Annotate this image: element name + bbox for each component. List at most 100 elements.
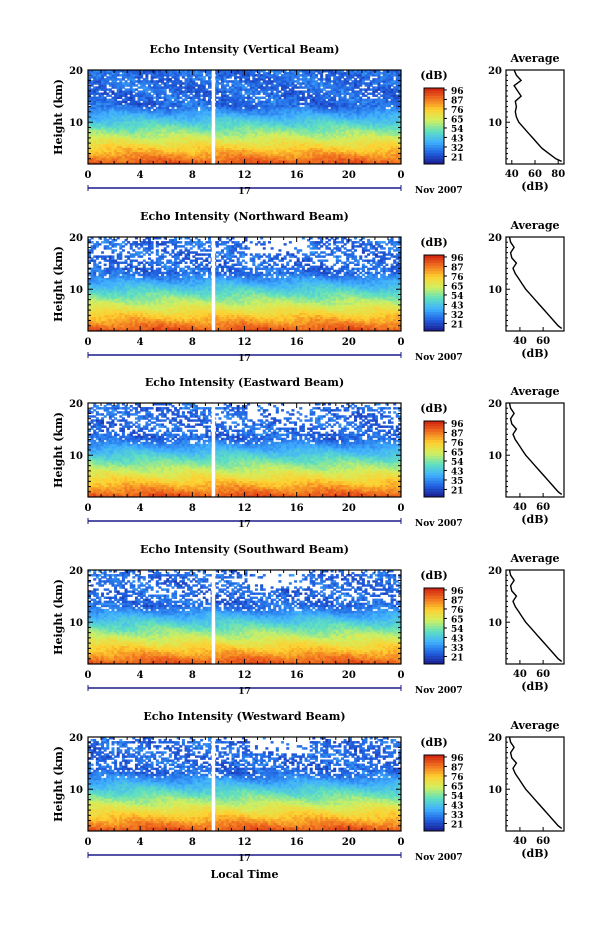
heatmap-cell	[390, 141, 394, 144]
heatmap-cell	[244, 157, 248, 161]
heatmap-cell	[380, 104, 384, 108]
heatmap-cell	[189, 137, 193, 140]
heatmap-cell	[88, 119, 92, 122]
heatmap-cell	[320, 143, 324, 147]
heatmap-cell	[121, 151, 125, 155]
heatmap-cell	[288, 155, 292, 159]
heatmap-cell	[187, 139, 191, 142]
heatmap-cell	[286, 119, 290, 122]
heatmap-cell	[314, 96, 318, 100]
heatmap-cell	[385, 139, 389, 142]
heatmap-cell	[354, 108, 358, 112]
heatmap-cell	[348, 147, 352, 151]
heatmap-cell	[166, 157, 170, 161]
heatmap-cell	[166, 125, 170, 128]
heatmap-cell	[325, 114, 329, 118]
heatmap-cell	[207, 137, 211, 140]
heatmap-cell	[223, 147, 227, 151]
heatmap-cell	[359, 147, 363, 151]
heatmap-cell	[291, 112, 295, 116]
heatmap-cell	[252, 149, 256, 153]
heatmap-cell	[348, 100, 352, 104]
heatmap-cell	[231, 151, 235, 155]
heatmap-cell	[218, 82, 222, 85]
heatmap-cell	[197, 151, 201, 155]
heatmap-cell	[380, 151, 384, 155]
heatmap-cell	[294, 98, 298, 102]
heatmap-cell	[304, 139, 308, 142]
heatmap-cell	[325, 119, 329, 122]
heatmap-cell	[197, 110, 201, 114]
heatmap-cell	[393, 141, 397, 144]
heatmap-cell	[181, 100, 185, 104]
heatmap-cell	[223, 117, 227, 120]
heatmap-cell	[150, 117, 154, 120]
heatmap-cell	[121, 125, 125, 128]
heatmap-cell	[273, 127, 277, 130]
heatmap-cell	[291, 96, 295, 100]
heatmap-cell	[181, 108, 185, 112]
heatmap-cell	[192, 159, 196, 163]
heatmap-cell	[181, 86, 185, 89]
heatmap-cell	[252, 133, 256, 136]
heatmap-cell	[317, 137, 321, 140]
heatmap-cell	[278, 159, 282, 163]
heatmap-cell	[247, 141, 251, 144]
heatmap-cell	[395, 141, 399, 144]
heatmap-cell	[163, 143, 167, 147]
heatmap-cell	[291, 121, 295, 124]
heatmap-cell	[187, 129, 191, 132]
heatmap-cell	[228, 80, 232, 83]
heatmap-cell	[367, 145, 371, 149]
heatmap-cell	[275, 100, 279, 104]
heatmap-cell	[215, 143, 219, 147]
heatmap-cell	[330, 137, 334, 140]
heatmap-cell	[155, 100, 159, 104]
heatmap-cell	[145, 157, 149, 161]
heatmap-cell	[158, 119, 162, 122]
heatmap-cell	[338, 161, 342, 165]
heatmap-cell	[299, 119, 303, 122]
heatmap-cell	[369, 133, 373, 136]
heatmap-cell	[95, 86, 99, 89]
heatmap-cell	[333, 117, 337, 120]
heatmap-cell	[111, 104, 115, 108]
heatmap-cell	[361, 119, 365, 122]
heatmap-cell	[361, 141, 365, 144]
heatmap-cell	[129, 119, 133, 122]
heatmap-cell	[367, 114, 371, 118]
heatmap-cell	[286, 102, 290, 106]
heatmap-cell	[249, 141, 253, 144]
heatmap-cell	[218, 155, 222, 159]
heatmap-cell	[312, 127, 316, 130]
heatmap-cell	[387, 145, 391, 149]
heatmap-cell	[137, 96, 141, 100]
heatmap-cell	[327, 147, 331, 151]
heatmap-cell	[168, 149, 172, 153]
heatmap-cell	[252, 151, 256, 155]
heatmap-cell	[192, 125, 196, 128]
heatmap-cell	[322, 104, 326, 108]
heatmap-cell	[119, 139, 123, 142]
heatmap-cell	[155, 127, 159, 130]
heatmap-cell	[262, 151, 266, 155]
heatmap-cell	[114, 117, 118, 120]
heatmap-cell	[163, 117, 167, 120]
heatmap-cell	[244, 151, 248, 155]
heatmap-cell	[317, 153, 321, 157]
heatmap-cell	[166, 139, 170, 142]
heatmap-cell	[273, 112, 277, 116]
heatmap-cell	[354, 121, 358, 124]
heatmap-cell	[387, 157, 391, 161]
heatmap-cell	[364, 104, 368, 108]
heatmap-cell	[369, 137, 373, 140]
heatmap-cell	[226, 159, 230, 163]
heatmap-cell	[119, 145, 123, 149]
heatmap-cell	[179, 155, 183, 159]
heatmap-cell	[387, 117, 391, 120]
heatmap-cell	[356, 104, 360, 108]
heatmap-cell	[291, 137, 295, 140]
heatmap-cell	[257, 151, 261, 155]
heatmap-cell	[304, 125, 308, 128]
heatmap-cell	[351, 108, 355, 112]
